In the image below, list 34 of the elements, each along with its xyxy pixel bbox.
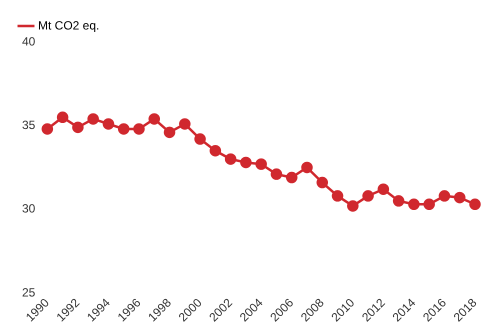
point (164, 126, 176, 138)
point (423, 198, 435, 210)
point (118, 123, 130, 135)
point (102, 118, 114, 130)
point (301, 162, 313, 174)
y-tick-label: 30 (22, 202, 36, 216)
point (378, 183, 390, 195)
point (224, 153, 236, 165)
point (454, 192, 466, 204)
legend-label: Mt CO2 eq. (38, 18, 100, 32)
point (408, 198, 420, 210)
point (210, 144, 222, 156)
point (270, 168, 282, 180)
point (286, 172, 298, 184)
point (316, 176, 328, 188)
point (469, 198, 481, 210)
point (87, 113, 99, 125)
point (392, 195, 404, 207)
point (362, 190, 374, 202)
point (72, 122, 84, 134)
point (148, 113, 160, 125)
point (133, 123, 145, 135)
point (179, 118, 191, 130)
y-tick-label: 40 (22, 34, 36, 48)
point (240, 156, 252, 168)
point (42, 123, 54, 135)
y-tick-label: 35 (22, 118, 36, 132)
point (347, 200, 359, 212)
point (56, 112, 68, 124)
point (438, 190, 450, 202)
y-tick-label: 25 (22, 285, 36, 300)
point (194, 133, 206, 145)
point (332, 190, 344, 202)
point (255, 158, 267, 170)
